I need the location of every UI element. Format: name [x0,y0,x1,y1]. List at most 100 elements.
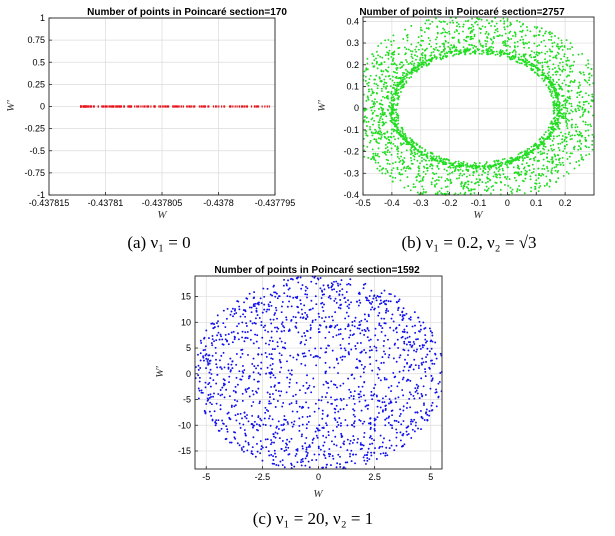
data-point [424,148,427,151]
data-point [318,429,321,432]
data-point [327,452,330,455]
data-point [518,20,521,23]
data-point [435,391,438,394]
data-point [409,49,412,52]
data-point [556,95,559,98]
data-point [517,153,520,156]
data-point [154,105,156,108]
data-point [230,405,233,408]
data-point [376,87,379,90]
data-point [564,69,567,71]
data-point [290,402,293,405]
data-point [257,415,260,417]
data-point [252,426,254,429]
data-point [217,429,220,432]
data-point [443,49,445,52]
data-point [234,431,237,434]
data-point [402,86,405,89]
data-point [399,173,402,176]
data-point [536,67,539,70]
data-point [385,115,388,118]
data-point [398,95,400,98]
data-point [509,30,512,33]
data-point [276,297,279,300]
data-point [409,153,412,156]
data-point [466,164,469,167]
data-point [300,435,303,438]
data-point [431,362,434,365]
data-point [397,114,400,117]
data-point [583,73,586,76]
data-point [554,89,557,92]
data-point [281,464,284,467]
data-point [322,434,325,437]
data-point [378,169,381,172]
data-point [399,83,401,86]
data-point [571,70,574,73]
data-point [421,156,423,159]
data-point [107,105,109,108]
data-point [286,421,289,424]
data-point [373,82,376,85]
data-point [410,393,412,396]
data-point [526,149,529,152]
data-point [363,149,366,152]
data-point [201,391,204,394]
data-point [297,311,300,314]
data-point [229,105,232,108]
data-point [389,300,392,303]
data-point [328,295,331,297]
data-point [326,284,329,287]
data-point [264,406,267,409]
data-point [295,400,298,403]
data-point [544,52,547,55]
data-point [352,413,355,416]
data-point [254,105,256,108]
data-point [529,53,532,56]
data-point [360,395,363,398]
data-point [386,171,389,174]
data-point [424,62,427,65]
data-point [395,125,398,128]
data-point [486,51,489,54]
data-point [230,404,233,407]
data-point [569,152,572,155]
data-point [392,108,395,111]
data-point [280,340,283,343]
data-point [574,123,577,126]
data-point [304,285,307,288]
data-point [575,110,578,113]
data-point [548,160,551,163]
data-point [197,397,200,400]
data-point [506,19,509,22]
data-point [374,159,377,162]
data-point [398,63,401,66]
data-point [270,330,273,333]
data-point [287,369,290,372]
data-point [358,419,361,421]
data-point [363,420,366,423]
data-point [260,361,263,364]
data-point [580,142,583,145]
data-point [566,96,569,99]
data-point [347,299,349,302]
data-point [238,105,240,108]
data-point [525,154,528,157]
data-point [361,443,364,446]
data-point [273,291,276,294]
data-point [327,382,329,385]
data-point [340,432,343,435]
data-point [398,161,401,164]
data-point [363,333,366,336]
data-point [491,50,494,53]
data-point [266,366,269,369]
data-point [380,70,383,73]
data-point [534,58,537,61]
data-point [421,51,424,54]
data-point [464,20,467,23]
data-point [431,158,434,161]
data-point [225,317,228,320]
data-point [550,35,553,38]
data-point [552,73,555,76]
data-point [265,355,268,358]
